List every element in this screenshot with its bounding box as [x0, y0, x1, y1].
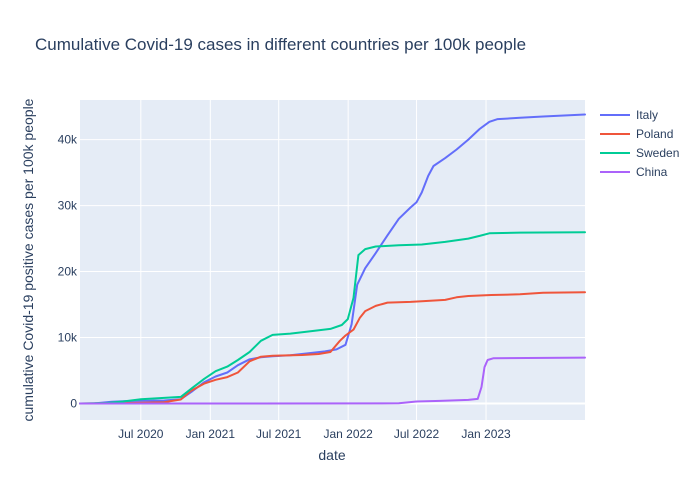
y-tick-label: 30k — [58, 199, 78, 213]
y-tick-label: 20k — [58, 265, 78, 279]
x-tick-label: Jul 2022 — [394, 427, 440, 441]
series-lines — [79, 113, 586, 405]
x-tick-label: Jan 2022 — [323, 427, 373, 441]
x-axis-title: date — [318, 447, 345, 463]
legend-label: Italy — [636, 108, 658, 122]
x-tick-label: Jan 2021 — [186, 427, 236, 441]
legend-label: Sweden — [636, 146, 679, 160]
gridlines — [80, 100, 585, 420]
chart-title: Cumulative Covid-19 cases in different c… — [35, 35, 526, 54]
x-tick-label: Jan 2023 — [461, 427, 511, 441]
legend-label: Poland — [636, 127, 673, 141]
legend-item-sweden[interactable]: Sweden — [600, 146, 679, 160]
legend-label: China — [636, 165, 668, 179]
y-tick-label: 10k — [58, 331, 78, 345]
plot-area — [80, 100, 585, 420]
y-tick-label: 40k — [58, 133, 78, 147]
x-tick-label: Jul 2020 — [118, 427, 164, 441]
x-axis-ticks: Jul 2020 Jan 2021 Jul 2021 Jan 2022 Jul 2022… — [118, 427, 511, 441]
legend-item-china[interactable]: China — [600, 165, 668, 179]
series-line-sweden — [79, 231, 586, 405]
x-tick-label: Jul 2021 — [256, 427, 302, 441]
series-line-china — [79, 356, 586, 405]
legend-item-italy[interactable]: Italy — [600, 108, 658, 122]
y-axis-title: cumulative Covid-19 positive cases per 1… — [20, 98, 36, 421]
series-line-poland — [79, 291, 586, 405]
legend-item-poland[interactable]: Poland — [600, 127, 673, 141]
legend[interactable]: Italy Poland Sweden China — [600, 108, 679, 179]
y-tick-label: 0 — [70, 397, 77, 411]
y-axis-ticks: 0 10k 20k 30k 40k — [58, 133, 78, 411]
